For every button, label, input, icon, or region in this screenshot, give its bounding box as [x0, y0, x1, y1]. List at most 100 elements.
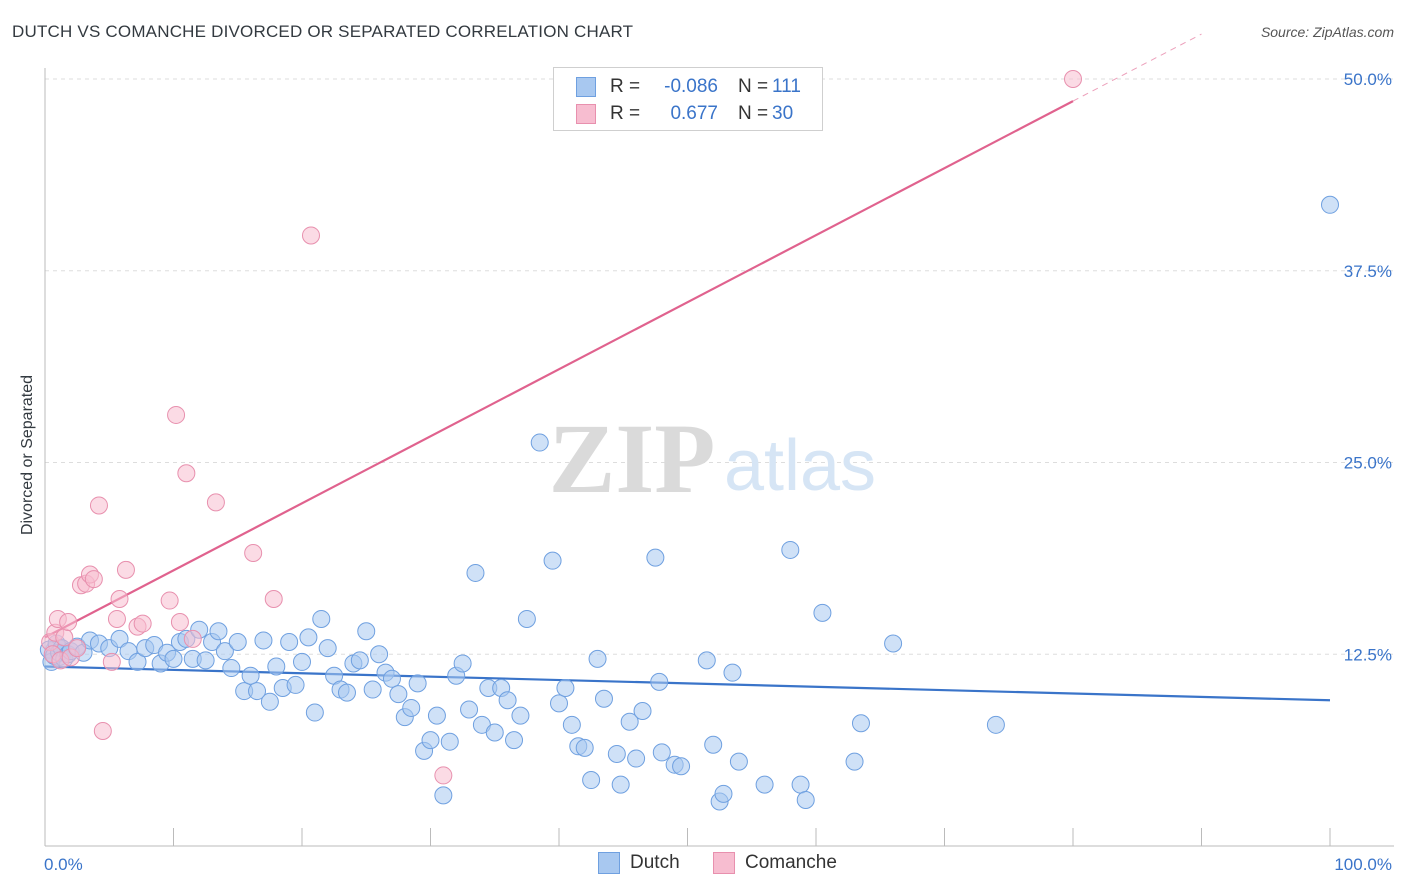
point-dutch — [485, 723, 504, 742]
point-comanche — [167, 405, 186, 424]
legend-item-comanche[interactable]: Comanche — [713, 852, 837, 874]
watermark-zip: ZIP — [549, 403, 716, 514]
x-tick-label: 0.0% — [44, 855, 83, 874]
legend-r-value: -0.086 — [664, 76, 718, 97]
point-comanche — [68, 639, 87, 658]
point-dutch — [209, 622, 228, 641]
point-comanche — [89, 496, 108, 515]
point-dutch — [196, 651, 215, 670]
point-dutch — [453, 654, 472, 673]
trend-line-comanche — [44, 100, 1074, 639]
point-dutch — [110, 629, 129, 648]
legend-r-value: 0.677 — [670, 103, 718, 124]
data-points — [39, 70, 1339, 811]
point-dutch — [293, 652, 311, 671]
point-dutch — [813, 603, 832, 622]
legend-item-dutch[interactable]: Dutch — [598, 852, 680, 874]
point-dutch — [299, 628, 318, 647]
point-comanche — [107, 609, 126, 628]
point-dutch — [305, 703, 324, 722]
point-dutch — [128, 652, 147, 671]
point-comanche — [93, 721, 112, 740]
y-axis-label: Divorced or Separated — [19, 374, 36, 536]
point-dutch — [620, 712, 639, 731]
source-label: Source: ZipAtlas.com — [1260, 24, 1394, 40]
point-comanche — [244, 544, 263, 563]
point-dutch — [312, 609, 331, 628]
chart-title: DUTCH VS COMANCHE DIVORCED OR SEPARATED … — [12, 22, 634, 41]
x-tick-label: 100.0% — [1334, 855, 1392, 874]
point-dutch — [260, 692, 279, 711]
point-dutch — [460, 700, 479, 719]
point-comanche — [183, 629, 202, 648]
point-dutch — [575, 738, 594, 757]
point-comanche — [110, 590, 129, 609]
point-dutch — [222, 659, 241, 678]
point-dutch — [1321, 195, 1339, 214]
trend-line-comanche-extension — [1072, 33, 1202, 102]
point-comanche — [84, 570, 103, 589]
point-dutch — [511, 706, 530, 725]
point-dutch — [884, 634, 903, 653]
point-comanche — [1064, 70, 1082, 88]
grid-lines — [45, 78, 1394, 655]
point-dutch — [215, 642, 234, 661]
point-dutch — [851, 714, 870, 733]
point-dutch — [254, 631, 273, 650]
y-tick-label: 37.5% — [1344, 262, 1392, 281]
legend-n-label: N = — [738, 76, 769, 97]
point-dutch — [427, 706, 446, 725]
point-dutch — [267, 657, 286, 676]
point-dutch — [562, 715, 581, 734]
point-dutch — [714, 784, 733, 803]
legend-swatch-comanche — [713, 852, 735, 874]
point-comanche — [434, 766, 453, 785]
point-dutch — [607, 744, 626, 763]
legend-n-value: 111 — [772, 76, 801, 97]
point-dutch — [517, 609, 536, 628]
point-dutch — [543, 551, 562, 570]
point-dutch — [633, 702, 652, 721]
point-dutch — [530, 433, 549, 452]
y-tick-label: 12.5% — [1344, 645, 1392, 664]
y-tick-label: 50.0% — [1344, 70, 1392, 89]
point-dutch — [723, 663, 742, 682]
legend-n-label: N = — [738, 103, 769, 124]
trend-line-dutch — [44, 665, 1331, 702]
point-dutch — [318, 639, 337, 658]
watermark-atlas: atlas — [724, 426, 876, 506]
legend-row-comanche: R = 0.677 N = 30 — [576, 102, 793, 126]
point-dutch — [986, 715, 1005, 734]
point-comanche — [160, 591, 179, 610]
point-dutch — [755, 775, 774, 794]
point-comanche — [170, 613, 189, 632]
point-dutch — [248, 682, 267, 701]
point-comanche — [301, 226, 320, 245]
point-dutch — [556, 678, 575, 697]
tick-labels: 12.5% 25.0% 37.5% 50.0% 0.0% 100.0% — [44, 70, 1392, 874]
point-dutch — [402, 698, 421, 717]
point-dutch — [389, 685, 408, 704]
point-dutch — [650, 672, 669, 691]
point-dutch — [241, 666, 260, 685]
legend-n-value: 30 — [772, 103, 794, 124]
point-dutch — [672, 757, 691, 776]
point-dutch — [434, 786, 453, 805]
point-dutch — [498, 691, 517, 710]
point-dutch — [791, 775, 810, 794]
point-dutch — [652, 743, 671, 762]
legend-label-dutch: Dutch — [630, 852, 680, 873]
point-dutch — [228, 632, 247, 651]
point-dutch — [611, 775, 630, 794]
point-dutch — [466, 563, 485, 582]
point-dutch — [363, 680, 382, 699]
point-dutch — [357, 622, 376, 641]
point-dutch — [382, 669, 401, 688]
trend-lines — [44, 33, 1331, 702]
point-dutch — [505, 731, 524, 750]
legend-swatch-dutch — [576, 77, 596, 97]
point-dutch — [781, 540, 800, 559]
point-dutch — [594, 689, 613, 708]
point-comanche — [206, 493, 225, 512]
